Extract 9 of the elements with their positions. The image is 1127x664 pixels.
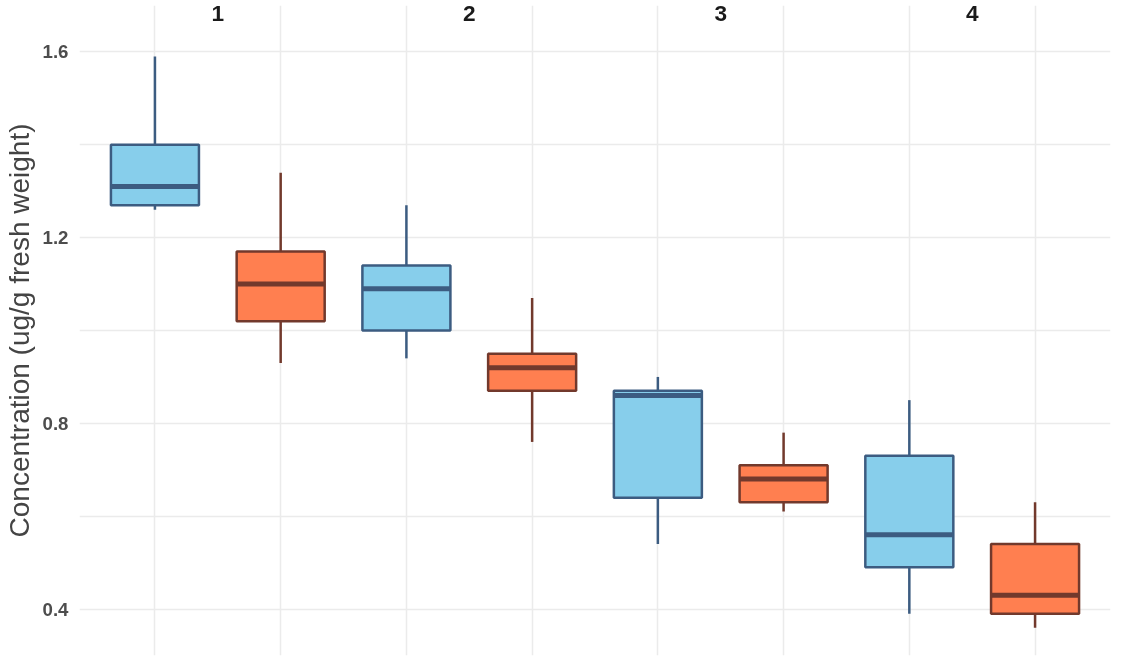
y-tick-label: 0.8 (42, 412, 69, 434)
annotation: 4 (965, 0, 979, 26)
y-tick-label: 1.2 (42, 227, 69, 249)
annotation: 2 (462, 0, 476, 26)
annotation: 1 (211, 0, 225, 26)
y-tick-label: 0.4 (42, 598, 70, 620)
y-axis-title: Concentration (ug/g fresh weight) (3, 123, 35, 538)
y-tick-label: 1.6 (42, 41, 69, 63)
annotation: 3 (714, 0, 728, 26)
